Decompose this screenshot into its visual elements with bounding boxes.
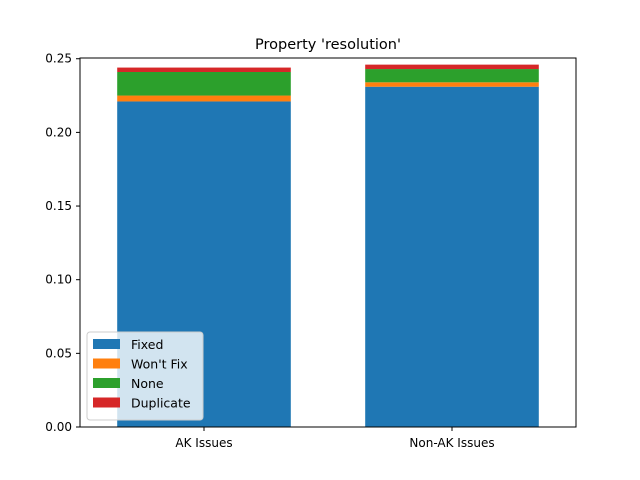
bar-segment-0-1 [365,86,539,427]
y-tick-label: 0.05 [45,346,72,360]
bar-segment-3-1 [365,64,539,70]
chart-title: Property 'resolution' [255,37,401,53]
legend-label: Won't Fix [131,357,188,372]
legend-swatch [93,339,120,349]
bar-segment-3-0 [117,67,291,72]
y-tick-label: 0.15 [45,199,72,213]
bars-layer [117,64,539,428]
bar-segment-1-0 [117,95,291,102]
x-tick-label: Non-AK Issues [409,436,494,450]
bar-segment-2-0 [117,71,291,96]
legend: Fixed Won't Fix None Duplicate [86,331,204,421]
y-tick-label: 0.00 [45,420,72,434]
plot-frame [79,57,577,428]
legend-swatch [93,358,120,369]
legend-swatch [93,397,120,408]
axes-layer: AK Issues Non-AK Issues 0.00 0.05 0.10 0.15 0.… [45,52,577,450]
x-tick-label: AK Issues [175,436,232,450]
legend-label: None [131,376,164,391]
y-tick-label: 0.10 [45,273,72,287]
legend-label: Fixed [131,337,163,352]
bar-segment-1-1 [365,82,539,87]
legend-swatch [93,378,120,388]
bar-segment-2-1 [365,69,539,83]
legend-label: Duplicate [131,396,191,411]
y-tick-label: 0.20 [45,125,72,139]
y-tick-label: 0.25 [45,52,72,66]
